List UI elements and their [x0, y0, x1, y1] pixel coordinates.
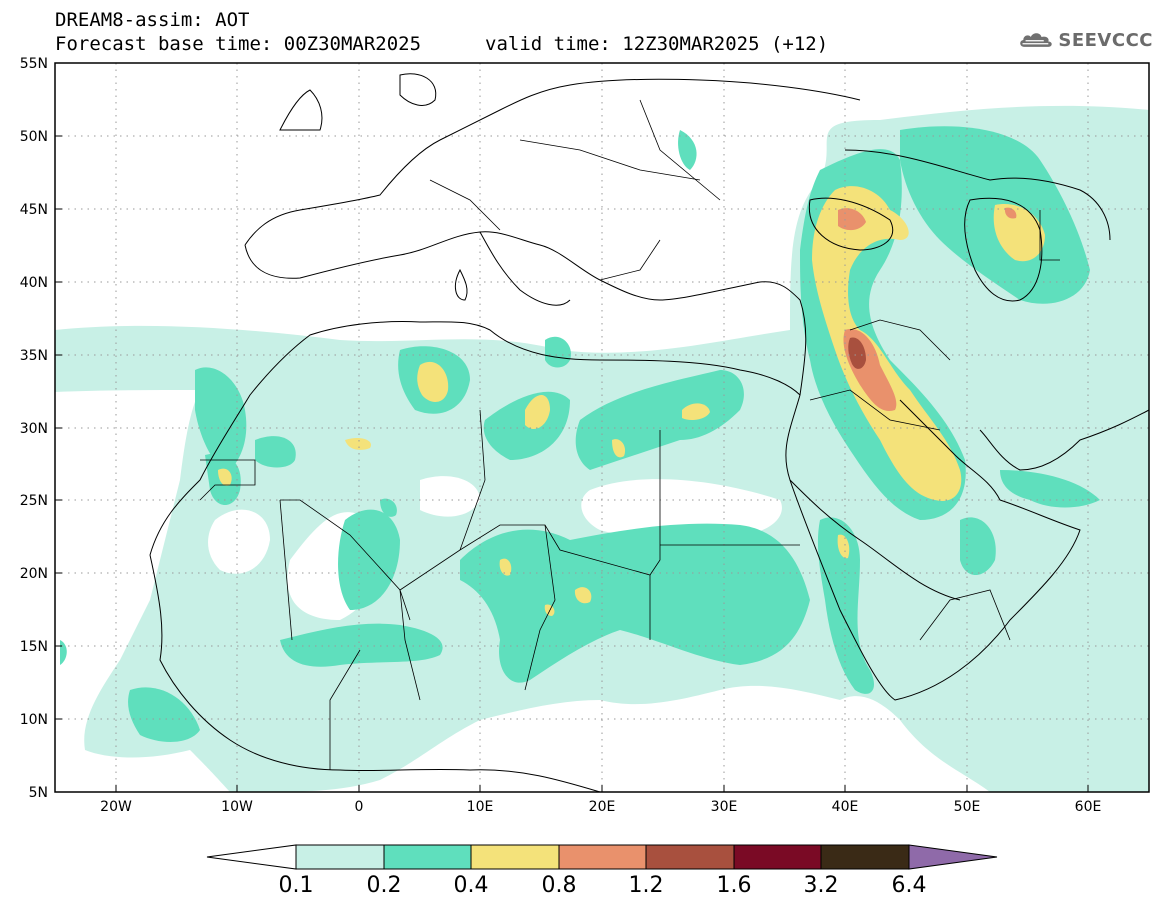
lat-label: 15N: [20, 639, 48, 655]
lon-label: 10E: [467, 799, 494, 815]
colorbar: [206, 844, 998, 870]
lat-label: 10N: [20, 712, 48, 728]
aot-level-0.4: [218, 186, 1045, 616]
seevccc-logo: SEEVCCC: [1018, 26, 1153, 54]
lon-label: 30E: [711, 799, 738, 815]
cloud-icon: [1020, 33, 1052, 47]
lat-label: 5N: [29, 785, 48, 801]
colorbar-label: 0.4: [454, 873, 489, 898]
colorbar-over-arrow: [908, 844, 998, 870]
country-borders: [199, 99, 1060, 770]
colorbar-segment: [470, 844, 560, 870]
colorbar-segment: [295, 844, 385, 870]
lon-label: 20E: [589, 799, 616, 815]
colorbar-segment: [733, 844, 822, 870]
colorbar-label: 1.2: [629, 873, 664, 898]
lat-label: 40N: [20, 275, 48, 291]
lat-label: 30N: [20, 421, 48, 437]
colorbar-label: 3.2: [804, 873, 839, 898]
lat-label: 20N: [20, 566, 48, 582]
lat-label: 50N: [20, 129, 48, 145]
lat-label: 45N: [20, 202, 48, 218]
forecast-base-time: Forecast base time: 00Z30MAR2025: [55, 33, 422, 55]
lat-label: 55N: [20, 56, 48, 72]
map-grid: [55, 63, 1149, 792]
lon-label: 50E: [954, 799, 981, 815]
lat-label: 35N: [20, 348, 48, 364]
colorbar-label: 1.6: [717, 873, 752, 898]
colorbar-label: 0.8: [542, 873, 577, 898]
colorbar-segment: [820, 844, 910, 870]
lat-label: 25N: [20, 493, 48, 509]
colorbar-segment: [383, 844, 472, 870]
lon-label: 10W: [221, 799, 253, 815]
colorbar-label: 0.1: [279, 873, 314, 898]
lon-label: 0: [355, 799, 364, 815]
colorbar-under-arrow: [206, 844, 297, 870]
colorbar-label: 0.2: [367, 873, 402, 898]
coastlines: [149, 73, 1149, 792]
colorbar-label: 6.4: [892, 873, 927, 898]
lon-label: 20W: [100, 799, 132, 815]
colorbar-segment: [645, 844, 735, 870]
lon-label: 40E: [832, 799, 859, 815]
aot-field: [55, 105, 1149, 792]
lon-label: 60E: [1075, 799, 1102, 815]
colorbar-segment: [558, 844, 647, 870]
logo-text: SEEVCCC: [1058, 29, 1153, 51]
product-title: DREAM8-assim: AOT: [55, 9, 250, 31]
axis-ticks: [55, 62, 1089, 792]
valid-time: valid time: 12Z30MAR2025 (+12): [485, 33, 829, 55]
